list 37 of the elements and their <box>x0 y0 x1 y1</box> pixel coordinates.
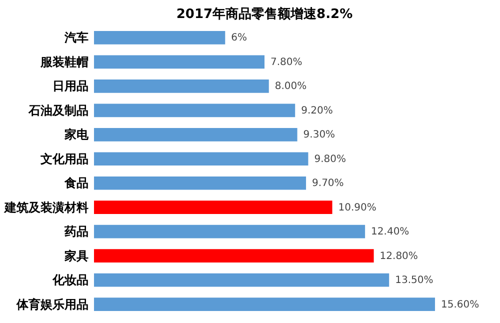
bar <box>94 224 366 238</box>
y-tick-label: 家具 <box>64 248 88 263</box>
bar <box>94 104 296 118</box>
y-tick-label: 体育娱乐用品 <box>16 297 88 312</box>
y-tick-label: 药品 <box>64 224 88 239</box>
bar <box>94 128 298 142</box>
y-tick-label: 日用品 <box>52 79 88 94</box>
y-tick-label: 家电 <box>64 128 90 142</box>
data-label: 15.60% <box>441 299 480 310</box>
data-label: 12.80% <box>380 250 418 262</box>
y-tick-label: 文化用品 <box>40 152 88 166</box>
chart-title: 2017年商品零售额增速8.2% <box>176 6 353 22</box>
bar <box>94 249 374 262</box>
bar <box>94 80 269 93</box>
bar <box>94 298 435 311</box>
data-label: 9.30% <box>303 130 336 141</box>
y-tick-label: 化妆品 <box>52 273 88 288</box>
bar <box>94 273 390 287</box>
bar <box>94 200 332 214</box>
y-tick-label: 汽车 <box>64 30 88 45</box>
data-label: 12.40% <box>371 226 410 238</box>
data-label: 13.50% <box>395 275 434 286</box>
data-label: 8.00% <box>274 81 307 92</box>
bar <box>94 152 308 166</box>
data-label: 9.70% <box>312 178 344 190</box>
bar <box>94 55 264 69</box>
data-label: 9.80% <box>314 154 346 165</box>
y-tick-label: 建筑及装潢材料 <box>4 200 88 214</box>
data-label: 9.20% <box>301 105 333 116</box>
y-tick-label: 石油及制品 <box>28 103 88 118</box>
bar <box>94 31 226 44</box>
bar <box>94 176 306 190</box>
y-tick-label: 服装鞋帽 <box>40 54 88 69</box>
data-label: 7.80% <box>270 56 302 68</box>
data-label: 6% <box>231 32 248 44</box>
y-tick-label: 食品 <box>64 176 88 190</box>
data-label: 10.90% <box>338 202 376 214</box>
